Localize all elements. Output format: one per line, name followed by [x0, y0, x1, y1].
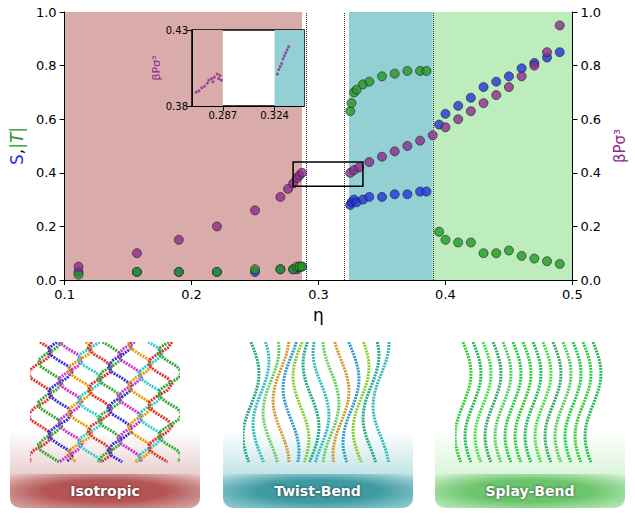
html-text:Isotropic: Isotropic	[70, 483, 140, 499]
svg-text:0.2: 0.2	[580, 219, 601, 234]
svg-text:βPσ³: βPσ³	[150, 55, 163, 80]
svg-text:1.0: 1.0	[36, 5, 57, 20]
svg-text:βPσ³: βPσ³	[611, 129, 629, 163]
svg-text:0.6: 0.6	[36, 112, 57, 127]
html-text:Twist-Bend: Twist-Bend	[274, 483, 361, 499]
html-text:Splay-Bend: Splay-Bend	[485, 483, 575, 499]
svg-text:0.4: 0.4	[36, 165, 57, 180]
svg-text:1.0: 1.0	[580, 5, 601, 20]
svg-text:0.43: 0.43	[166, 25, 188, 36]
svg-text:0.287: 0.287	[208, 110, 237, 121]
svg-text:0.2: 0.2	[36, 219, 57, 234]
svg-text:S: S	[7, 154, 27, 165]
svg-text:0.324: 0.324	[260, 110, 289, 121]
svg-text:0.3: 0.3	[308, 287, 329, 302]
svg-text:0.0: 0.0	[580, 273, 601, 288]
svg-text:0.4: 0.4	[580, 165, 601, 180]
svg-text:η: η	[313, 305, 324, 325]
svg-text:0.2: 0.2	[181, 287, 202, 302]
svg-text:0.1: 0.1	[54, 287, 75, 302]
svg-text:0.8: 0.8	[36, 58, 57, 73]
svg-text:0.0: 0.0	[36, 273, 57, 288]
svg-text:0.6: 0.6	[580, 112, 601, 127]
svg-text:0.8: 0.8	[580, 58, 601, 73]
svg-text:0.4: 0.4	[435, 287, 456, 302]
svg-text:0.5: 0.5	[562, 287, 583, 302]
svg-text:|T|: |T|	[7, 127, 27, 149]
svg-text:0.38: 0.38	[166, 101, 188, 112]
